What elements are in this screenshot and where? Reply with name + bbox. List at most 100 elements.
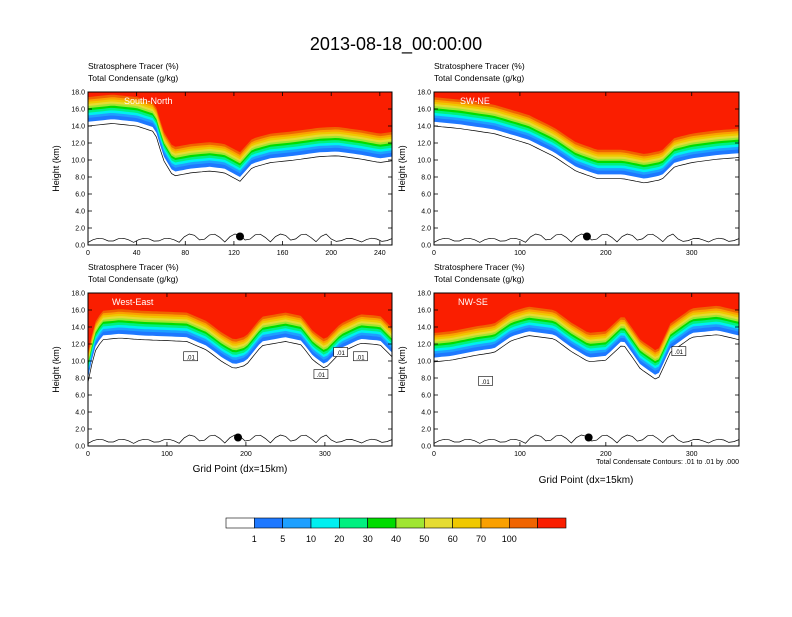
- contour-label: .01: [481, 380, 490, 386]
- panel-subtitle-tracer: Stratosphere Tracer (%): [88, 61, 179, 71]
- x-tick-label: 240: [374, 250, 386, 257]
- contour-label-box: [313, 369, 329, 379]
- contour-label: .01: [356, 355, 365, 361]
- y-tick-label: 4.0: [75, 209, 85, 216]
- colorbar-label: 30: [363, 534, 373, 544]
- colorbar-box: [508, 517, 538, 529]
- contour-label: .01: [675, 350, 684, 356]
- colorbar-label: 1: [252, 534, 257, 544]
- location-marker: [582, 232, 591, 241]
- y-tick-label: 12.0: [417, 342, 431, 349]
- y-tick-label: 0.0: [75, 243, 85, 250]
- tracer-band-10: [434, 92, 739, 154]
- x-tick-label: 200: [600, 451, 612, 458]
- location-marker: [236, 232, 244, 241]
- colorbar-box: [367, 517, 397, 529]
- y-tick-label: 6.0: [75, 192, 85, 199]
- colorbar-label: 100: [502, 534, 517, 544]
- plot-frame: [433, 91, 740, 246]
- panel-subtitle-condensate: Total Condensate (g/kg): [434, 73, 524, 83]
- y-tick-label: 16.0: [71, 107, 85, 114]
- x-tick-label: 100: [514, 250, 526, 257]
- colorbar-box: [395, 517, 425, 529]
- panel-south-north: Stratosphere Tracer (%) Total Condensate…: [51, 61, 393, 257]
- tracer-band-10: [88, 293, 392, 354]
- x-tick-label: 40: [133, 250, 141, 257]
- y-tick-label: 0.0: [421, 243, 431, 250]
- condensate-contour: [88, 123, 392, 182]
- x-tick-label: 300: [686, 451, 698, 458]
- x-tick-label: 200: [600, 250, 612, 257]
- y-tick-label: 6.0: [421, 192, 431, 199]
- panel-subtitle-tracer: Stratosphere Tracer (%): [434, 262, 525, 272]
- contour-label-box: [478, 376, 493, 386]
- contour-note: Total Condensate Contours: .01 to .01 by…: [596, 459, 739, 466]
- colorbar-label: 50: [419, 534, 429, 544]
- y-tick-label: 18.0: [71, 90, 85, 97]
- plot-area: .01 .01: [434, 293, 739, 444]
- condensate-contour: [434, 125, 739, 184]
- x-tick-label: 0: [86, 451, 90, 458]
- y-tick-label: 8.0: [421, 175, 431, 182]
- axes: 0 100 200 300 0.0 2.0 4.0 6.0 8.0 10.0 12.0 14.0 16.…: [417, 90, 739, 257]
- colorbar-label: 20: [334, 534, 344, 544]
- y-tick-label: 2.0: [421, 226, 431, 233]
- y-axis-label: Height (km): [51, 145, 61, 192]
- y-tick-label: 14.0: [417, 325, 431, 332]
- panel-subtitle-tracer: Stratosphere Tracer (%): [88, 262, 179, 272]
- x-tick-label: 120: [228, 250, 240, 257]
- colorbar-box: [338, 517, 368, 529]
- y-tick-label: 8.0: [421, 376, 431, 383]
- x-tick-label: 160: [277, 250, 289, 257]
- y-tick-label: 12.0: [71, 141, 85, 148]
- colorbar-box: [480, 517, 510, 529]
- x-tick-label: 300: [686, 250, 698, 257]
- contour-label: .01: [317, 373, 326, 379]
- colorbar-label: 70: [476, 534, 486, 544]
- colorbar-box: [310, 517, 340, 529]
- y-tick-label: 16.0: [71, 308, 85, 315]
- y-tick-label: 16.0: [417, 107, 431, 114]
- x-tick-label: 80: [181, 250, 189, 257]
- contour-label-box: [353, 351, 368, 362]
- x-tick-label: 0: [86, 250, 90, 257]
- y-tick-label: 2.0: [421, 427, 431, 434]
- y-tick-label: 10.0: [71, 359, 85, 366]
- colorbar-box: [537, 517, 567, 529]
- tracer-band-10: [88, 92, 392, 153]
- y-tick-label: 0.0: [421, 444, 431, 451]
- colorbar-label: 60: [448, 534, 458, 544]
- plot-area: [88, 92, 392, 243]
- x-tick-label: 300: [319, 451, 331, 458]
- colorbar-box: [423, 517, 453, 529]
- y-tick-label: 4.0: [421, 410, 431, 417]
- y-tick-label: 0.0: [75, 444, 85, 451]
- y-tick-label: 2.0: [75, 427, 85, 434]
- contour-label: .01: [337, 351, 346, 357]
- y-tick-label: 6.0: [421, 393, 431, 400]
- y-axis-label: Height (km): [51, 346, 61, 393]
- panel-west-east: Stratosphere Tracer (%) Total Condensate…: [51, 262, 393, 475]
- panel-sw-ne: Stratosphere Tracer (%) Total Condensate…: [397, 61, 740, 257]
- y-tick-label: 12.0: [417, 141, 431, 148]
- y-tick-label: 10.0: [417, 359, 431, 366]
- panel-nw-se: Stratosphere Tracer (%) Total Condensate…: [397, 262, 740, 486]
- condensate-contour: [434, 334, 739, 380]
- y-tick-label: 4.0: [75, 410, 85, 417]
- panel-label: South-North: [124, 96, 173, 106]
- plot-area: [434, 92, 739, 243]
- x-tick-label: 100: [161, 451, 173, 458]
- plot-frame: [87, 91, 393, 246]
- x-tick-label: 100: [514, 451, 526, 458]
- plot-area: .01 .01 .01 .01: [88, 293, 392, 444]
- y-axis-label: Height (km): [397, 346, 407, 393]
- colorbar-label: 5: [280, 534, 285, 544]
- panel-subtitle-condensate: Total Condensate (g/kg): [88, 73, 178, 83]
- y-tick-label: 4.0: [421, 209, 431, 216]
- y-tick-label: 18.0: [71, 291, 85, 298]
- panel-label: SW-NE: [460, 96, 490, 106]
- y-tick-label: 6.0: [75, 393, 85, 400]
- plot-frame: [433, 292, 740, 447]
- panel-subtitle-condensate: Total Condensate (g/kg): [88, 274, 178, 284]
- y-tick-label: 2.0: [75, 226, 85, 233]
